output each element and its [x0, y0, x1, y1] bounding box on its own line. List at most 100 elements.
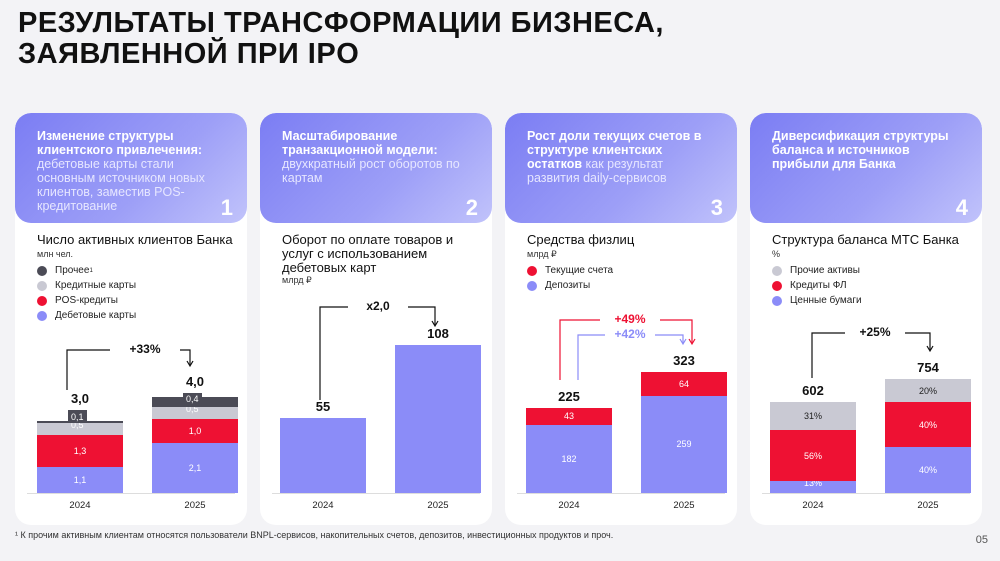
segment-label: 43: [563, 411, 574, 422]
legend-item: Прочее 1: [37, 263, 136, 278]
segment-label: 0,5: [186, 403, 199, 414]
panel-number: 4: [955, 195, 968, 220]
legend-swatch: [527, 265, 537, 276]
legend-label: Дебетовые карты: [55, 310, 137, 321]
panel-header: Изменение структуры клиентского привлече…: [15, 113, 247, 223]
bar-segment: 31%: [770, 402, 856, 431]
x-tick-label: 2025: [427, 500, 449, 511]
header-bold-text: Масштабирование транзакционной модели:: [282, 129, 438, 157]
legend-item: Депозиты: [527, 278, 613, 293]
growth-bracket: [319, 306, 439, 400]
title-line-2: ЗАЯВЛЕННОЙ ПРИ IPO: [18, 38, 360, 70]
legend-label: POS-кредиты: [55, 295, 118, 306]
chart-title: Оборот по оплате товаров и услуг с испол…: [282, 232, 454, 275]
legend-item: Текущие счета: [527, 263, 613, 278]
panel-header: Масштабирование транзакционной модели: д…: [260, 113, 492, 223]
footnote: ¹ К прочим активным клиентам относятся п…: [15, 530, 614, 540]
growth-bracket: [66, 349, 194, 390]
arrow-down-icon: [679, 338, 687, 346]
panel-1: Изменение структуры клиентского привлече…: [15, 113, 247, 525]
bar-segment: 56%: [770, 430, 856, 482]
header-light-text: двухкратный рост оборотов по картам: [282, 157, 460, 185]
bar-segment: 40%: [885, 401, 971, 448]
bar-segment: 182: [526, 424, 612, 493]
legend-swatch: [37, 310, 47, 321]
segment-label: 259: [676, 439, 692, 450]
x-tick-label: 2024: [312, 500, 334, 511]
panel-number: 3: [710, 195, 723, 220]
segment-label: 64: [678, 378, 689, 389]
panel-header: Диверсификация структуры баланса и источ…: [750, 113, 982, 223]
legend-item: Ценные бумаги: [772, 293, 862, 308]
x-tick-label: 2024: [558, 500, 580, 511]
legend-swatch: [772, 265, 782, 276]
segment-label: 1,3: [73, 445, 87, 456]
panel-4: Диверсификация структуры баланса и источ…: [750, 113, 982, 525]
header-bold-text: Диверсификация структуры баланса и источ…: [772, 129, 949, 171]
footnote-mark: 1: [89, 267, 93, 274]
x-tick-label: 2025: [673, 500, 695, 511]
panel-number: 2: [465, 195, 478, 220]
bar-total-label: 55: [315, 398, 331, 414]
x-tick-label: 2024: [802, 500, 824, 511]
segment-label: 56%: [803, 450, 822, 461]
bar-total-label: 4,0: [185, 374, 205, 389]
segment-label: 0,1: [71, 411, 84, 422]
header-bold-text: Изменение структуры клиентского привлече…: [37, 129, 203, 157]
arrow-down-icon: [926, 345, 934, 353]
page-title: РЕЗУЛЬТАТЫ ТРАНСФОРМАЦИИ БИЗНЕСА, ЗАЯВЛЕ…: [18, 8, 664, 70]
title-line-1: РЕЗУЛЬТАТЫ ТРАНСФОРМАЦИИ БИЗНЕСА,: [18, 7, 664, 39]
baseline: [272, 493, 480, 494]
chart-unit: %: [772, 249, 781, 259]
legend-swatch: [37, 265, 47, 276]
chart-unit: млрд ₽: [282, 275, 312, 285]
legend-swatch: [37, 280, 47, 291]
legend-swatch: [772, 295, 782, 306]
segment-label-tab: 0,1: [68, 410, 87, 423]
bar-segment: 1,3: [37, 435, 123, 467]
legend-item: Кредитные карты: [37, 278, 136, 293]
bracket-line: [319, 306, 436, 400]
bar-segment: 259: [641, 395, 727, 493]
bar-total-label: 108: [427, 326, 449, 342]
segment-label: 0,4: [186, 394, 199, 404]
x-tick-label: 2024: [69, 500, 91, 511]
segment-label-tab: 0,4: [183, 393, 202, 405]
legend-swatch: [37, 295, 47, 306]
growth-label: +33%: [129, 342, 161, 356]
segment-label: 1,0: [188, 425, 202, 436]
bracket-line: [66, 349, 191, 390]
segment-label: 182: [561, 453, 577, 464]
baseline: [762, 493, 970, 494]
legend-label: Депозиты: [545, 280, 591, 291]
growth-label: +25%: [859, 325, 891, 339]
growth-label: x2,0: [366, 299, 390, 313]
header-light-text: как результат развития daily-сервисов: [527, 157, 667, 185]
growth-bracket: [559, 319, 696, 380]
arrow-down-icon: [688, 338, 696, 346]
bar-total-label: 602: [802, 383, 824, 399]
header-bold-text: Рост доли текущих счетов в структуре кли…: [527, 129, 702, 171]
baseline: [517, 493, 725, 494]
x-tick-label: 2025: [184, 500, 206, 511]
bracket-line: [559, 319, 693, 380]
segment-label: 0,5: [71, 420, 84, 431]
baseline: [27, 493, 235, 494]
chart-title: Число активных клиентов Банка: [37, 232, 233, 247]
arrow-down-icon: [431, 320, 439, 328]
page-number: 05: [975, 534, 988, 546]
x-tick-label: 2025: [917, 500, 939, 511]
legend-swatch: [772, 280, 782, 291]
segment-label: 13%: [804, 478, 823, 489]
bar-total-label: 323: [673, 352, 695, 368]
legend-swatch: [527, 280, 537, 291]
legend-label: Ценные бумаги: [790, 295, 862, 306]
segment-label: 40%: [918, 465, 937, 476]
segment-label: 20%: [918, 385, 937, 396]
legend-label: Кредиты ФЛ: [790, 280, 847, 291]
arrow-down-icon: [186, 360, 194, 368]
bracket-line: [577, 334, 684, 380]
panel-header: Рост доли текущих счетов в структуре кли…: [505, 113, 737, 223]
bar-segment: 1,0: [152, 418, 238, 443]
segment-label: 31%: [803, 411, 822, 422]
